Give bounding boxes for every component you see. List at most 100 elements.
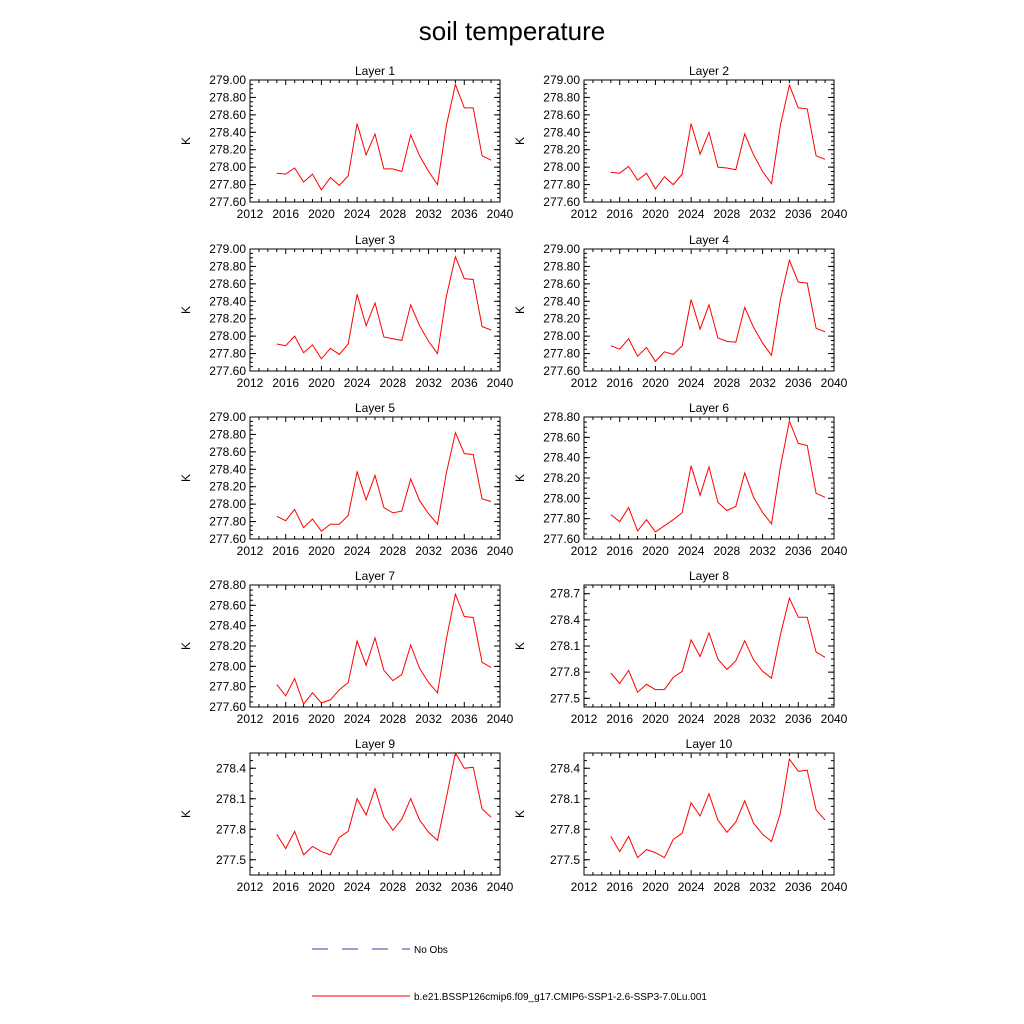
y-tick-label-278.40: 278.40 (543, 451, 580, 465)
series-line-layer-1 (276, 82, 492, 191)
x-tick-label-2028: 2028 (714, 544, 741, 558)
y-tick-label-278.80: 278.80 (209, 578, 246, 592)
series-line-layer-8 (610, 596, 826, 694)
x-tick-label-2040: 2040 (487, 376, 514, 390)
x-tick-label-2032: 2032 (749, 207, 776, 221)
x-tick-label-2024: 2024 (678, 544, 705, 558)
y-tick-label-278.00: 278.00 (209, 497, 246, 511)
x-tick-label-2012: 2012 (571, 207, 598, 221)
x-tick-label-2016: 2016 (272, 712, 299, 726)
x-tick-label-2012: 2012 (237, 376, 264, 390)
panel-title-layer-9: Layer 9 (355, 737, 395, 751)
y-tick-label-278.60: 278.60 (209, 108, 246, 122)
y-tick-label-278.00: 278.00 (543, 329, 580, 343)
panel-layer-6: Layer 6 K 2012 2016 2020 2024 2028 2032 2036 2040… (513, 401, 848, 558)
x-tick-label-2016: 2016 (606, 880, 633, 894)
x-tick-label-2040: 2040 (487, 712, 514, 726)
y-tick-label-278.40: 278.40 (209, 125, 246, 139)
x-tick-label-2024: 2024 (344, 207, 371, 221)
series-line-layer-4 (610, 258, 826, 363)
figure-title: soil temperature (419, 16, 605, 46)
legend-entry-no-obs: No Obs (312, 945, 448, 956)
x-tick-label-2016: 2016 (272, 376, 299, 390)
y-tick-label-278.40: 278.40 (209, 619, 246, 633)
x-tick-label-2012: 2012 (571, 712, 598, 726)
x-tick-label-2016: 2016 (606, 544, 633, 558)
x-tick-label-2036: 2036 (451, 880, 478, 894)
x-tick-label-2016: 2016 (272, 880, 299, 894)
x-tick-label-2020: 2020 (308, 880, 335, 894)
y-tick-label-278.60: 278.60 (543, 430, 580, 444)
x-tick-label-2036: 2036 (451, 712, 478, 726)
x-tick-label-2040: 2040 (821, 207, 848, 221)
y-tick-label-277.60: 277.60 (543, 532, 580, 546)
y-tick-label-277.60: 277.60 (209, 700, 246, 714)
x-tick-label-2040: 2040 (487, 880, 514, 894)
x-tick-label-2020: 2020 (308, 207, 335, 221)
y-tick-label-277.60: 277.60 (209, 195, 246, 209)
panel-layer-10: Layer 10 K 2012 2016 2020 2024 2028 2032 2036 204… (513, 737, 848, 894)
y-tick-label-278.80: 278.80 (543, 259, 580, 273)
x-tick-label-2016: 2016 (606, 207, 633, 221)
x-tick-label-2032: 2032 (415, 207, 442, 221)
y-tick-label-278.00: 278.00 (543, 491, 580, 505)
y-axis-label-layer-9: K (179, 810, 193, 818)
x-tick-label-2032: 2032 (415, 880, 442, 894)
x-tick-label-2020: 2020 (642, 712, 669, 726)
x-tick-label-2024: 2024 (678, 207, 705, 221)
x-tick-label-2020: 2020 (308, 712, 335, 726)
series-line-layer-10 (610, 757, 826, 859)
y-tick-label-278.7: 278.7 (550, 587, 580, 601)
y-tick-label-278.40: 278.40 (543, 294, 580, 308)
panel-title-layer-5: Layer 5 (355, 401, 395, 415)
x-tick-label-2032: 2032 (415, 544, 442, 558)
x-tick-label-2028: 2028 (714, 376, 741, 390)
x-tick-label-2036: 2036 (451, 207, 478, 221)
y-tick-label-277.80: 277.80 (209, 347, 246, 361)
panel-title-layer-3: Layer 3 (355, 233, 395, 247)
y-tick-label-278.40: 278.40 (209, 294, 246, 308)
x-tick-label-2040: 2040 (487, 544, 514, 558)
legend-label-model-run: b.e21.BSSP126cmip6.f09_g17.CMIP6-SSP1-2.… (414, 992, 707, 1003)
y-tick-label-279.00: 279.00 (543, 242, 580, 256)
y-tick-label-278.00: 278.00 (209, 160, 246, 174)
x-tick-label-2036: 2036 (451, 544, 478, 558)
panel-layer-4: Layer 4 K 2012 2016 2020 2024 2028 2032 2036 2040… (513, 233, 848, 390)
x-tick-label-2032: 2032 (749, 544, 776, 558)
y-tick-label-277.5: 277.5 (216, 853, 246, 867)
panel-title-layer-7: Layer 7 (355, 569, 395, 583)
x-tick-label-2024: 2024 (678, 376, 705, 390)
x-tick-label-2032: 2032 (749, 712, 776, 726)
y-tick-label-278.20: 278.20 (543, 312, 580, 326)
x-tick-label-2012: 2012 (571, 376, 598, 390)
y-axis-label-layer-8: K (513, 642, 527, 650)
x-tick-label-2040: 2040 (487, 207, 514, 221)
panel-title-layer-4: Layer 4 (689, 233, 729, 247)
x-tick-label-2020: 2020 (642, 376, 669, 390)
x-tick-label-2012: 2012 (571, 544, 598, 558)
x-tick-label-2028: 2028 (380, 880, 407, 894)
y-tick-label-277.60: 277.60 (543, 364, 580, 378)
x-tick-label-2016: 2016 (272, 207, 299, 221)
x-tick-label-2040: 2040 (821, 544, 848, 558)
series-line-layer-2 (610, 83, 826, 190)
y-tick-label-278.00: 278.00 (209, 329, 246, 343)
y-tick-label-277.60: 277.60 (209, 364, 246, 378)
y-tick-label-278.4: 278.4 (550, 761, 580, 775)
y-tick-label-277.60: 277.60 (543, 195, 580, 209)
y-tick-label-278.80: 278.80 (209, 259, 246, 273)
x-tick-label-2012: 2012 (237, 544, 264, 558)
x-tick-label-2024: 2024 (344, 544, 371, 558)
panel-layer-3: Layer 3 K 2012 2016 2020 2024 2028 2032 2036 2040… (179, 233, 514, 390)
x-tick-label-2024: 2024 (678, 712, 705, 726)
x-tick-label-2024: 2024 (344, 880, 371, 894)
panel-title-layer-10: Layer 10 (686, 737, 733, 751)
x-tick-label-2028: 2028 (380, 712, 407, 726)
x-tick-label-2012: 2012 (237, 880, 264, 894)
x-tick-label-2020: 2020 (308, 544, 335, 558)
y-tick-label-278.80: 278.80 (209, 427, 246, 441)
x-tick-label-2028: 2028 (380, 376, 407, 390)
series-line-layer-7 (276, 592, 492, 706)
